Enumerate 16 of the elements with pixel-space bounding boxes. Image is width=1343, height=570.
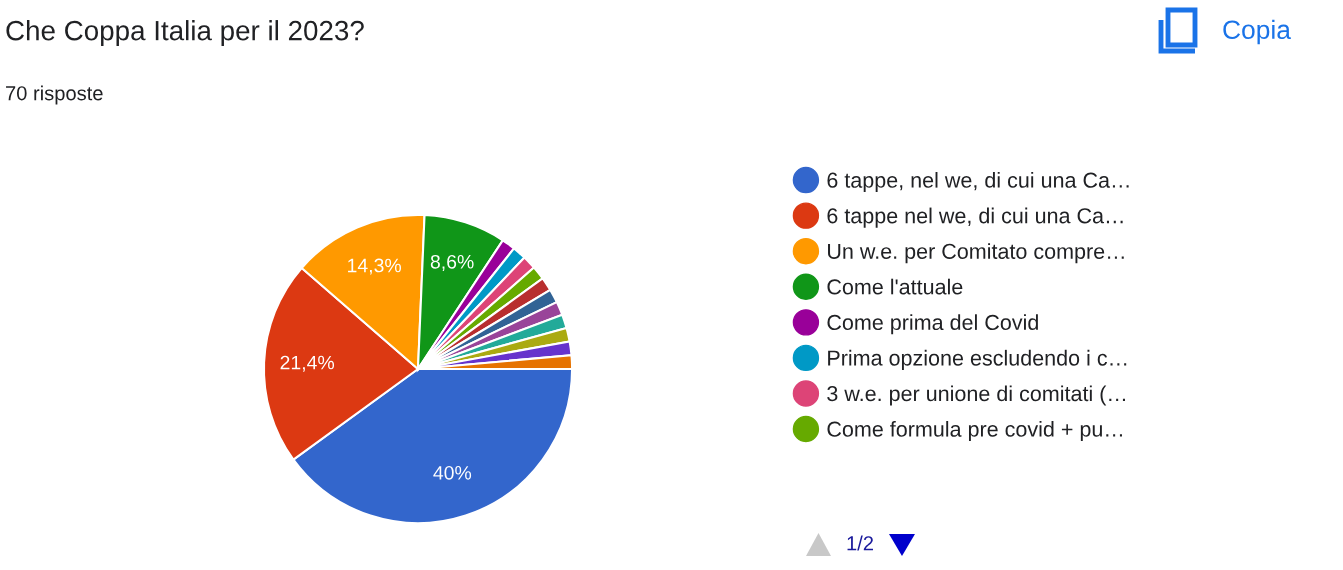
legend-label: Come l'attuale (827, 278, 963, 295)
text: 1/2 (847, 535, 873, 551)
data-label: 40% (433, 465, 472, 480)
legend-label: Prima opzione escludendo i c… (828, 349, 1127, 370)
text: Copia (1223, 19, 1291, 45)
legend-label: Un w.e. per Comitato compre… (828, 243, 1124, 264)
data-label: 21,4% (280, 355, 335, 372)
legend-label: 6 tappe, nel we, di cui una Ca… (827, 172, 1129, 193)
data-label: 8,6% (430, 254, 474, 271)
legend-label: 3 w.e. per unione di comitati (… (827, 385, 1125, 406)
text: 70 risposte (6, 85, 103, 105)
data-label: 14,3% (348, 258, 401, 275)
legend-label: Come formula pre covid + pu… (827, 420, 1122, 442)
legend-label: Come prima del Covid (827, 314, 1038, 335)
legend-label: 6 tappe nel we, di cui una Ca… (827, 207, 1123, 228)
chart-title: Che Coppa Italia per il 2023? (6, 20, 364, 46)
